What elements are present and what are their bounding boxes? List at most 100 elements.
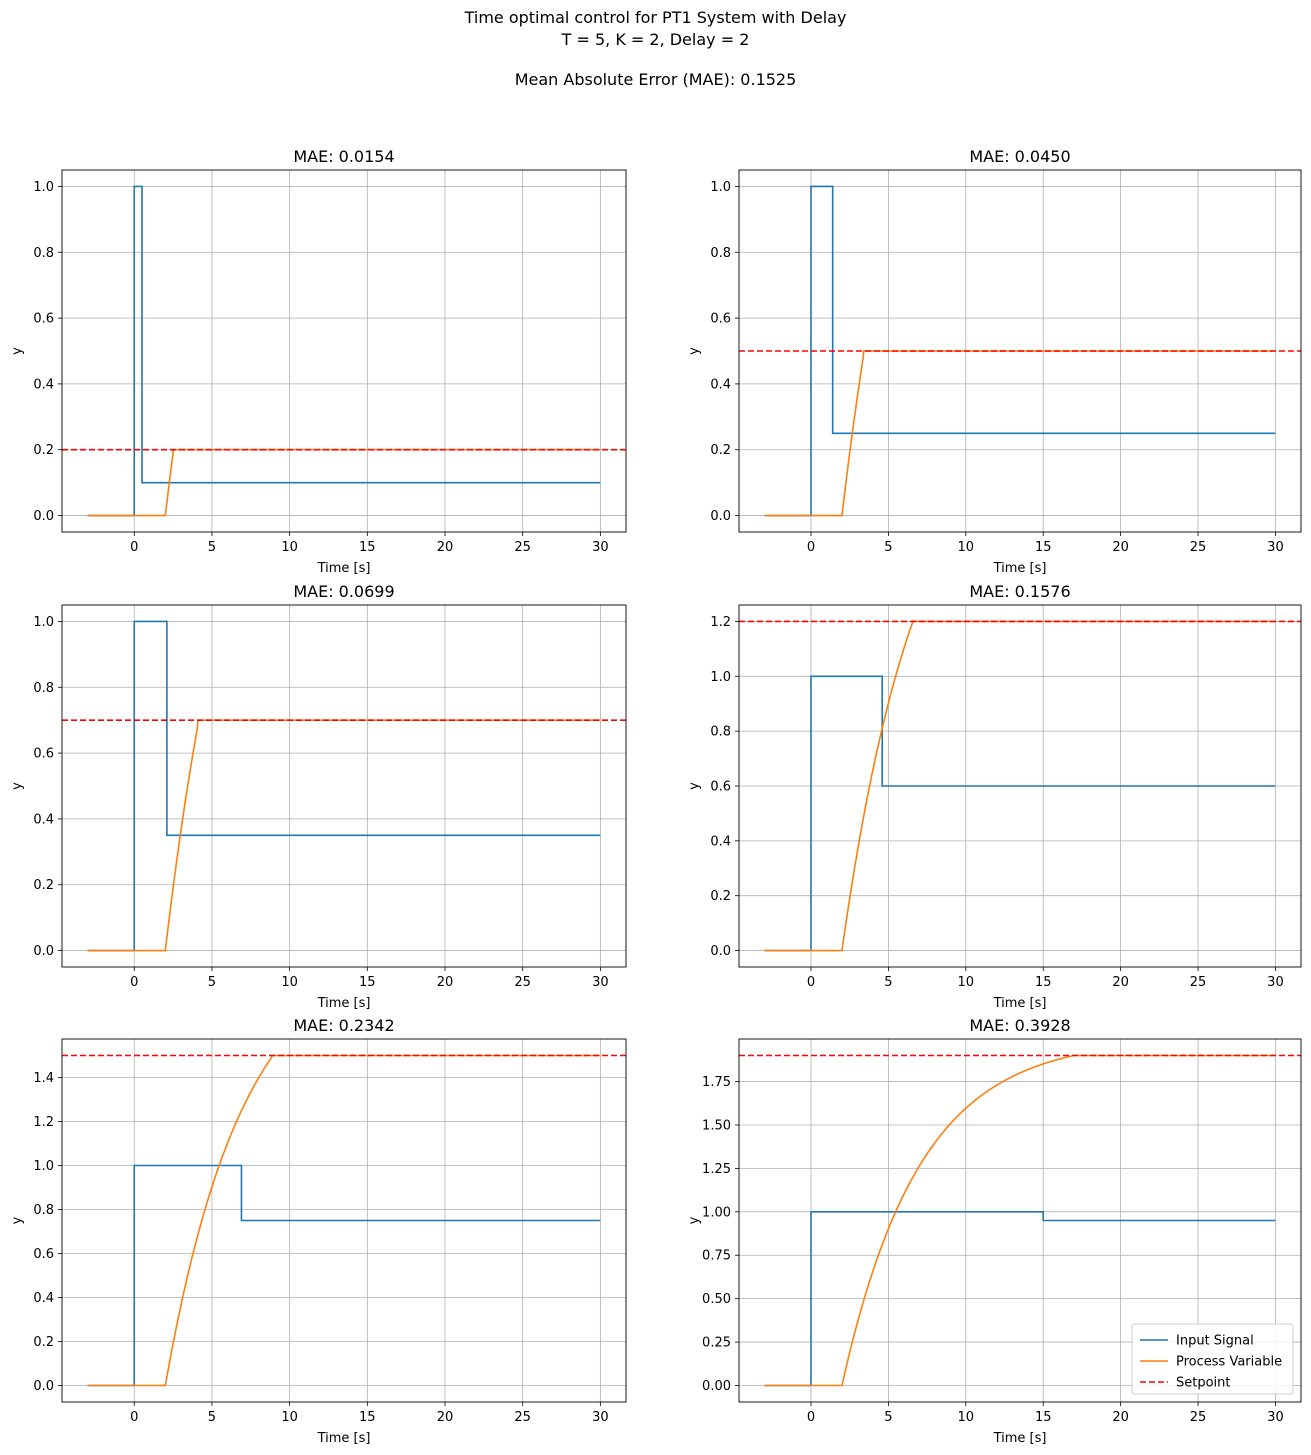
subplot-2: 0 5 10 15 20 25 30 0.0 0.2 0.4 0.6 0.8 1.0 MAE: 0.045… — [687, 147, 1302, 576]
x-axis-label: Time [s] — [317, 1431, 371, 1446]
series-input-signal — [87, 185, 601, 517]
series-process-variable — [764, 620, 1276, 952]
y-axis-label: y — [687, 782, 702, 790]
y-tick-label: 1.2 — [33, 1115, 54, 1130]
y-tick-label: 1.0 — [33, 180, 54, 195]
subplot-5: 0 5 10 15 20 25 30 0.0 0.2 0.4 0.6 0.8 1.0 1.2 1.4 MAE:… — [10, 1016, 627, 1446]
legend-label: Process Variable — [1176, 1355, 1282, 1370]
x-tick-label: 10 — [958, 540, 975, 555]
y-tick-label: 0.2 — [33, 1335, 54, 1350]
subplot-title: MAE: 0.3928 — [969, 1016, 1070, 1035]
y-tick-label: 0.4 — [710, 834, 731, 849]
series-input-signal — [87, 1164, 601, 1387]
y-tick-label: 0.4 — [710, 377, 731, 392]
x-axis-label: Time [s] — [317, 996, 371, 1011]
series-process-variable — [87, 1054, 601, 1387]
y-tick-label: 0.0 — [33, 509, 54, 524]
y-tick-label: 0.00 — [702, 1379, 731, 1394]
x-tick-label: 25 — [1190, 975, 1207, 990]
y-tick-label: 0.0 — [33, 1379, 54, 1394]
x-tick-label: 0 — [130, 1410, 138, 1425]
y-tick-label: 1.00 — [702, 1205, 731, 1220]
y-tick-label: 1.4 — [33, 1071, 54, 1086]
subplot-1: 0 5 10 15 20 25 30 0.0 0.2 0.4 0.6 0.8 1.0 MAE: 0.015… — [10, 147, 627, 576]
subplot-title: MAE: 0.1576 — [969, 582, 1070, 601]
axes-frame — [738, 1038, 1302, 1403]
series-process-variable — [764, 1054, 1276, 1387]
axes-frame — [61, 169, 627, 533]
legend-label: Setpoint — [1176, 1376, 1231, 1391]
x-tick-label: 30 — [1267, 1410, 1284, 1425]
x-tick-label: 0 — [130, 540, 138, 555]
series-input-signal — [87, 620, 601, 952]
legend-box — [1131, 1323, 1294, 1395]
subplot-title: MAE: 0.0154 — [293, 147, 394, 166]
figure-title-line1: Time optimal control for PT1 System with… — [464, 8, 847, 27]
subplot-6: 0 5 10 15 20 25 30 0.00 0.25 0.50 0.75 1.00 1.25 1.50… — [687, 1016, 1302, 1446]
y-tick-label: 0.4 — [33, 377, 54, 392]
y-axis-label: y — [687, 1216, 702, 1224]
y-tick-label: 0.6 — [710, 312, 731, 327]
y-tick-label: 1.0 — [710, 180, 731, 195]
x-tick-label: 0 — [807, 975, 815, 990]
x-axis-label: Time [s] — [993, 1431, 1047, 1446]
subplot-title: MAE: 0.0699 — [293, 582, 394, 601]
x-tick-label: 5 — [208, 1410, 216, 1425]
y-tick-label: 1.0 — [33, 1159, 54, 1174]
x-axis-label: Time [s] — [317, 561, 371, 576]
y-tick-label: 0.2 — [33, 443, 54, 458]
series-process-variable — [764, 350, 1276, 517]
y-tick-label: 1.50 — [702, 1118, 731, 1133]
x-tick-label: 20 — [437, 975, 454, 990]
x-tick-label: 20 — [437, 540, 454, 555]
y-tick-label: 0.8 — [33, 681, 54, 696]
y-tick-label: 0.75 — [702, 1249, 731, 1264]
y-tick-label: 0.4 — [33, 812, 54, 827]
x-tick-label: 0 — [807, 1410, 815, 1425]
x-tick-label: 25 — [1190, 1410, 1207, 1425]
x-tick-label: 20 — [1112, 540, 1129, 555]
y-axis-label: y — [10, 347, 25, 355]
x-tick-label: 15 — [359, 1410, 376, 1425]
y-tick-label: 0.0 — [33, 944, 54, 959]
x-tick-label: 25 — [1190, 540, 1207, 555]
y-tick-label: 0.8 — [33, 246, 54, 261]
axes-frame — [738, 169, 1302, 533]
y-tick-label: 1.75 — [702, 1075, 731, 1090]
x-tick-label: 20 — [1112, 975, 1129, 990]
y-tick-label: 0.0 — [710, 944, 731, 959]
y-axis-label: y — [687, 347, 702, 355]
x-tick-label: 10 — [958, 1410, 975, 1425]
y-tick-label: 0.25 — [702, 1336, 731, 1351]
y-axis-label: y — [10, 782, 25, 790]
series-process-variable — [87, 719, 601, 952]
x-tick-label: 0 — [130, 975, 138, 990]
series-process-variable — [87, 448, 601, 517]
y-tick-label: 1.0 — [33, 615, 54, 630]
x-axis-label: Time [s] — [993, 996, 1047, 1011]
x-tick-label: 5 — [208, 975, 216, 990]
x-tick-label: 15 — [1035, 975, 1052, 990]
y-tick-label: 1.0 — [710, 670, 731, 685]
x-tick-label: 15 — [1035, 1410, 1052, 1425]
y-tick-label: 0.2 — [33, 878, 54, 893]
axes-frame — [61, 604, 627, 968]
x-tick-label: 25 — [514, 1410, 531, 1425]
x-tick-label: 15 — [359, 975, 376, 990]
y-tick-label: 0.8 — [33, 1203, 54, 1218]
x-tick-label: 20 — [437, 1410, 454, 1425]
x-tick-label: 25 — [514, 540, 531, 555]
y-tick-label: 0.0 — [710, 509, 731, 524]
x-tick-label: 10 — [958, 975, 975, 990]
x-axis-label: Time [s] — [993, 561, 1047, 576]
axes-frame — [61, 1038, 627, 1403]
x-tick-label: 20 — [1112, 1410, 1129, 1425]
x-tick-label: 30 — [592, 975, 609, 990]
y-tick-label: 1.25 — [702, 1162, 731, 1177]
y-tick-label: 0.50 — [702, 1292, 731, 1307]
figure-title-line2: T = 5, K = 2, Delay = 2 — [561, 30, 750, 49]
x-tick-label: 10 — [281, 1410, 298, 1425]
y-tick-label: 1.2 — [710, 615, 731, 630]
x-tick-label: 30 — [592, 540, 609, 555]
